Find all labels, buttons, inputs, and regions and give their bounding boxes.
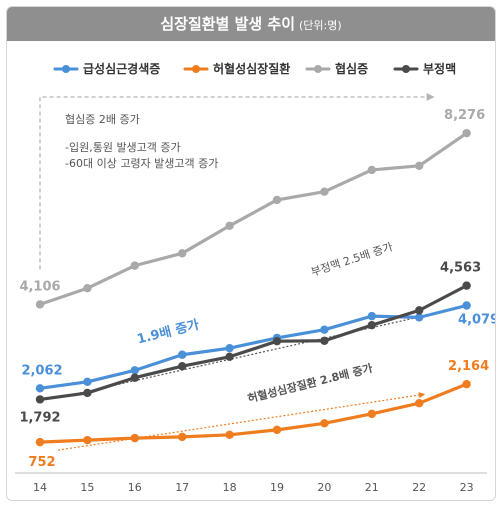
data-point bbox=[462, 128, 471, 138]
x-tick-label: 19 bbox=[270, 481, 284, 494]
data-point bbox=[272, 336, 282, 346]
data-point bbox=[320, 325, 329, 334]
data-point bbox=[320, 187, 329, 196]
data-point bbox=[83, 435, 92, 445]
data-point bbox=[415, 161, 424, 171]
annotation-angina-reason-1: -입원,통원 발생고객 증가 bbox=[65, 141, 181, 154]
data-point bbox=[462, 301, 471, 310]
legend-label: 부정맥 bbox=[423, 61, 456, 76]
x-tick-label: 17 bbox=[175, 481, 189, 494]
ischemic-trend-arrow-head bbox=[418, 392, 426, 399]
data-label: 8,276 bbox=[444, 108, 485, 123]
data-point bbox=[130, 366, 139, 375]
data-label: 2,062 bbox=[21, 363, 62, 378]
data-point bbox=[130, 433, 139, 443]
x-tick-label: 23 bbox=[460, 481, 474, 494]
data-point bbox=[35, 395, 45, 404]
legend-swatch-dot bbox=[314, 65, 322, 73]
data-point bbox=[320, 336, 329, 345]
ischemic-trend-arrow bbox=[57, 393, 426, 451]
legend-swatch-dot bbox=[62, 65, 70, 73]
series-line bbox=[39, 131, 468, 306]
data-point bbox=[83, 284, 92, 293]
data-label: 4,106 bbox=[19, 279, 60, 294]
x-tick-label: 16 bbox=[128, 481, 142, 494]
data-point bbox=[130, 373, 139, 382]
x-tick-label: 15 bbox=[80, 481, 94, 494]
data-point bbox=[367, 311, 376, 321]
series-line bbox=[39, 382, 468, 444]
data-point bbox=[225, 430, 234, 440]
data-point bbox=[35, 437, 45, 447]
chart-title-bar: 심장질환별 발생 추이 (단위:명) bbox=[7, 7, 495, 41]
data-label: 1,792 bbox=[19, 410, 60, 425]
annotation-ischemic-growth: 허혈성심장질환 2.8배 증가 bbox=[246, 361, 374, 406]
data-point bbox=[225, 352, 234, 361]
series-line bbox=[39, 303, 467, 390]
data-point bbox=[415, 398, 424, 408]
data-point bbox=[178, 350, 187, 359]
data-point bbox=[178, 362, 187, 371]
chart-title: 심장질환별 발생 추이 bbox=[160, 15, 295, 33]
x-tick-label: 22 bbox=[412, 481, 426, 494]
x-tick-label: 18 bbox=[223, 481, 237, 494]
data-point bbox=[367, 409, 376, 419]
legend-swatch-dot bbox=[192, 65, 200, 73]
data-point bbox=[35, 384, 45, 393]
data-point bbox=[225, 221, 234, 230]
annotation-angina-growth: 협심증 2배 증가 bbox=[65, 113, 140, 126]
data-point bbox=[320, 419, 329, 428]
chart-unit: (단위:명) bbox=[299, 19, 342, 32]
data-label: 752 bbox=[28, 455, 55, 470]
data-point bbox=[83, 377, 92, 387]
chart-frame: 심장질환별 발생 추이 (단위:명) 14 15 16 17 18 19 20 21 22 23 급성… bbox=[6, 6, 496, 501]
angina-dashed-bracket bbox=[39, 96, 427, 270]
data-point bbox=[35, 300, 45, 309]
data-label: 2,164 bbox=[448, 359, 489, 374]
x-tick-label: 14 bbox=[33, 481, 47, 494]
data-point bbox=[130, 261, 139, 270]
series-line bbox=[39, 284, 468, 401]
data-point bbox=[178, 432, 187, 442]
angina-bracket-arrowhead bbox=[426, 93, 435, 101]
data-label: 4,563 bbox=[440, 261, 481, 276]
data-point bbox=[367, 165, 376, 175]
data-point bbox=[272, 195, 282, 205]
legend-label: 허혈성심장질환 bbox=[213, 61, 290, 76]
data-point bbox=[272, 425, 282, 435]
annotation-mi-growth: 1.9배 증가 bbox=[135, 317, 200, 348]
data-point bbox=[415, 306, 424, 315]
data-point bbox=[367, 320, 376, 330]
data-point bbox=[225, 343, 234, 353]
x-tick-label: 21 bbox=[365, 481, 379, 494]
data-point bbox=[415, 313, 424, 322]
legend-label: 급성심근경색증 bbox=[83, 61, 160, 76]
data-point bbox=[462, 281, 471, 290]
data-point bbox=[462, 379, 471, 389]
annotation-arrhythmia-growth: 부정맥 2.5배 증가 bbox=[309, 240, 394, 279]
annotation-angina-reason-2: -60대 이상 고령자 발생고객 증가 bbox=[65, 157, 218, 170]
x-tick-label: 20 bbox=[317, 481, 331, 494]
legend-swatch-dot bbox=[402, 65, 410, 73]
data-label: 4,079 bbox=[458, 313, 495, 328]
data-point bbox=[178, 249, 187, 258]
legend-label: 협심증 bbox=[335, 61, 368, 76]
data-point bbox=[83, 388, 92, 398]
